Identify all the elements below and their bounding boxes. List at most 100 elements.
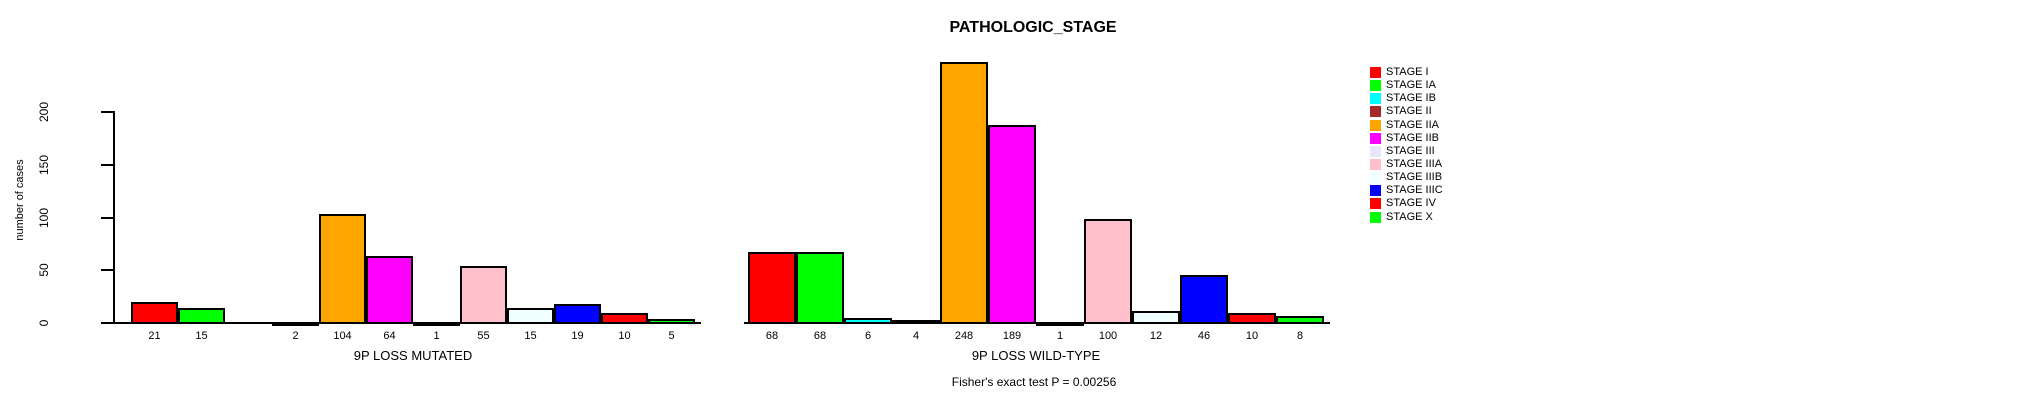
bar-value-label: 10 — [1245, 330, 1259, 342]
y-tick-mark — [101, 111, 114, 113]
legend-swatch-icon — [1370, 172, 1381, 184]
legend-label: STAGE IIIA — [1386, 158, 1443, 171]
bar-value-label: 5 — [668, 330, 675, 342]
legend-item: STAGE IIIC — [1370, 184, 1443, 197]
bar-value-label: 64 — [383, 330, 396, 342]
legend-swatch-icon — [1370, 93, 1381, 105]
bar-value-label: 68 — [765, 330, 779, 342]
bar-value-label: 104 — [333, 330, 352, 342]
legend-item: STAGE IB — [1370, 92, 1443, 105]
legend-swatch-icon — [1370, 159, 1381, 171]
chart-title: PATHOLOGIC_STAGE — [949, 19, 1117, 36]
bar-value-label: 100 — [1098, 330, 1118, 342]
bar-stage-iiic — [1180, 275, 1228, 324]
legend-swatch-icon — [1370, 67, 1381, 79]
bar-value-label: 4 — [912, 330, 920, 342]
bar-stage-iv — [1228, 313, 1276, 324]
y-tick-mark — [101, 322, 114, 324]
legend-label: STAGE III — [1386, 144, 1435, 157]
legend-swatch-icon — [1370, 145, 1381, 157]
y-tick-mark — [101, 163, 114, 166]
bar-value-label: 15 — [524, 330, 537, 342]
legend-label: STAGE IB — [1386, 92, 1436, 105]
legend-swatch-icon — [1370, 198, 1381, 210]
bar-stage-x — [648, 318, 695, 324]
bar-stage-iii — [1036, 321, 1084, 326]
legend: STAGE I STAGE IA STAGE IB STAGE II STAGE IIA… — [1370, 66, 1443, 224]
legend-swatch-icon — [1370, 119, 1381, 131]
footer-annotation: Fisher's exact test P = 0.00256 — [951, 375, 1117, 389]
bar-value-label: 8 — [1296, 330, 1304, 342]
bar-value-label: 1 — [433, 330, 440, 342]
bar-value-label: 46 — [1197, 330, 1211, 342]
group-x-axis-title: 9P LOSS WILD-TYPE — [971, 348, 1101, 363]
bar-value-label: 189 — [1002, 330, 1022, 342]
bar-stage-iiia — [460, 265, 507, 324]
legend-item: STAGE X — [1370, 211, 1443, 224]
legend-label: STAGE IIB — [1386, 131, 1439, 144]
bar-value-label: 19 — [571, 330, 584, 342]
bar-value-label: 10 — [618, 330, 631, 342]
legend-item: STAGE III — [1370, 145, 1443, 158]
y-tick-label: 100 — [37, 207, 51, 228]
legend-swatch-icon — [1370, 185, 1381, 197]
bar-stage-i — [131, 301, 178, 324]
y-tick-mark — [101, 269, 114, 272]
legend-label: STAGE IV — [1386, 197, 1436, 210]
bar-stage-ii — [272, 321, 319, 326]
bar-stage-iib — [988, 124, 1036, 324]
bar-value-label: 6 — [864, 330, 872, 342]
bar-stage-iiic — [554, 303, 601, 324]
y-tick-label: 50 — [37, 263, 51, 277]
bar-value-label: 2 — [292, 330, 299, 342]
y-tick-label: 150 — [37, 154, 51, 175]
bar-value-label: 248 — [954, 330, 974, 342]
legend-label: STAGE IIA — [1386, 118, 1439, 131]
group-x-axis-title: 9P LOSS MUTATED — [353, 348, 473, 363]
y-axis-label: number of cases — [14, 159, 26, 241]
legend-item: STAGE IV — [1370, 197, 1443, 210]
bar-stage-iiib — [1132, 311, 1180, 324]
bar-value-label: 12 — [1149, 330, 1163, 342]
bar-stage-ib — [844, 317, 892, 324]
bar-stage-iia — [940, 62, 988, 324]
legend-item: STAGE IIIA — [1370, 158, 1443, 171]
bar-stage-iiib — [507, 308, 554, 324]
legend-label: STAGE X — [1386, 210, 1433, 223]
y-tick-mark — [101, 216, 114, 219]
bar-stage-iia — [319, 214, 366, 324]
legend-item: STAGE IIIB — [1370, 171, 1443, 184]
bar-stage-iib — [366, 256, 413, 324]
bar-stage-i — [748, 252, 796, 324]
legend-label: STAGE IIIC — [1386, 184, 1443, 197]
legend-label: STAGE IIIB — [1386, 171, 1443, 184]
bar-value-label: 21 — [148, 330, 161, 342]
legend-swatch-icon — [1370, 211, 1381, 223]
legend-swatch-icon — [1370, 132, 1381, 144]
y-tick-label: 0 — [37, 319, 51, 327]
bar-stage-ii — [892, 319, 940, 324]
bar-stage-x — [1276, 315, 1324, 324]
bar-stage-iii — [413, 321, 460, 326]
bar-value-label: 55 — [477, 330, 490, 342]
legend-item: STAGE IIA — [1370, 119, 1443, 132]
legend-label: STAGE I — [1386, 66, 1429, 79]
y-tick-label: 200 — [37, 101, 51, 123]
bar-value-label: 68 — [813, 330, 827, 342]
bar-stage-ia — [178, 308, 225, 324]
bar-stage-iiia — [1084, 218, 1132, 324]
bar-stage-ia — [796, 252, 844, 324]
legend-item: STAGE IIB — [1370, 132, 1443, 145]
legend-label: STAGE IA — [1386, 79, 1436, 92]
legend-swatch-icon — [1370, 80, 1381, 92]
y-axis-line — [113, 111, 115, 324]
bar-stage-iv — [601, 313, 648, 324]
legend-label: STAGE II — [1386, 105, 1432, 118]
bar-value-label: 1 — [1056, 330, 1064, 342]
bar-value-label: 15 — [195, 330, 208, 342]
legend-item: STAGE IA — [1370, 79, 1443, 92]
legend-swatch-icon — [1370, 106, 1381, 118]
legend-item: STAGE I — [1370, 66, 1443, 79]
legend-item: STAGE II — [1370, 105, 1443, 118]
